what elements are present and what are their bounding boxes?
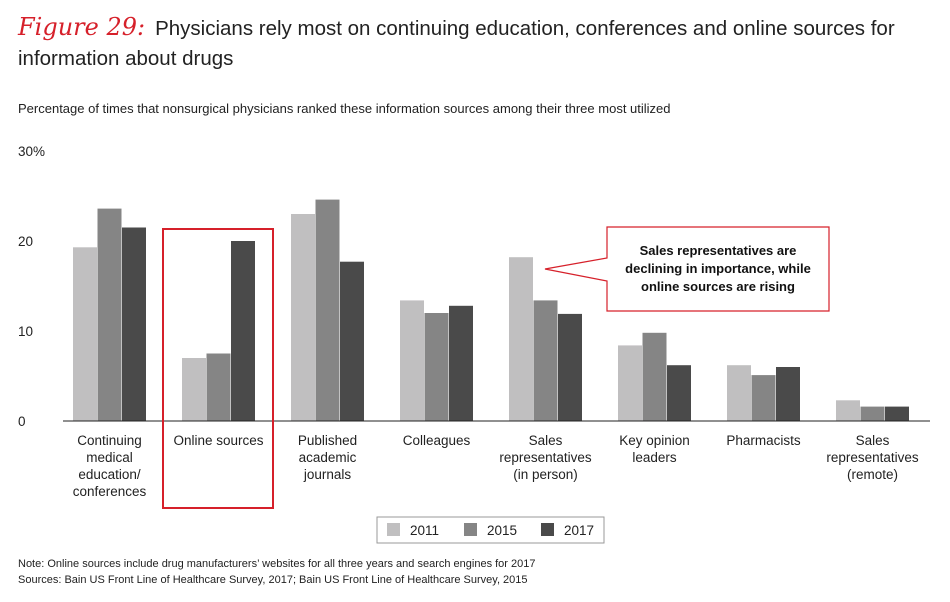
chart-title: Figure 29: Physicians rely most on contin… — [18, 12, 938, 74]
callout-box — [544, 226, 830, 312]
bar-2015 — [424, 313, 449, 421]
x-tick-label: Published — [298, 433, 357, 448]
bar-2017 — [558, 313, 582, 421]
footnote: Note: Online sources include drug manufa… — [18, 558, 536, 570]
x-tick-label: Sales — [856, 433, 890, 448]
x-tick-label: Continuing — [77, 433, 142, 448]
figure-label: Figure 29: — [18, 13, 146, 41]
x-tick-label: conferences — [73, 484, 147, 499]
legend-label-2015: 2015 — [487, 523, 517, 538]
x-tick-label: Pharmacists — [726, 433, 801, 448]
legend-swatch-2017 — [541, 523, 554, 536]
bar-2015 — [206, 353, 231, 421]
highlight-box — [162, 228, 274, 509]
x-tick-label: (in person) — [513, 467, 578, 482]
bar-2011 — [727, 365, 751, 421]
bar-2011 — [73, 247, 97, 421]
x-tick-label: representatives — [826, 450, 919, 465]
y-tick-label: 20 — [18, 234, 33, 249]
x-tick-label: medical — [86, 450, 133, 465]
bar-2011 — [836, 400, 860, 421]
bar-2015 — [315, 199, 340, 421]
bar-2017 — [667, 365, 691, 421]
bar-2015 — [97, 208, 122, 421]
bar-2011 — [509, 257, 533, 421]
x-tick-label: leaders — [632, 450, 677, 465]
x-tick-label: Online sources — [173, 433, 263, 448]
bar-2015 — [533, 300, 558, 421]
chart-subtitle: Percentage of times that nonsurgical phy… — [18, 101, 671, 116]
legend-label-2017: 2017 — [564, 523, 594, 538]
x-tick-label: representatives — [499, 450, 592, 465]
bar-2017 — [885, 406, 909, 421]
bar-2015 — [751, 375, 776, 421]
bar-2017 — [449, 305, 473, 421]
bar-2017 — [122, 227, 146, 421]
legend-box — [376, 516, 605, 544]
x-tick-label: academic — [299, 450, 357, 465]
bar-2011 — [400, 300, 424, 421]
x-tick-label: Key opinion — [619, 433, 690, 448]
bar-2017 — [231, 241, 255, 421]
legend-label-2011: 2011 — [410, 523, 439, 538]
y-tick-label: 0 — [18, 414, 26, 429]
bar-2017 — [340, 261, 364, 421]
x-tick-label: Sales — [529, 433, 563, 448]
y-tick-label: 30% — [18, 144, 45, 159]
y-tick-label: 10 — [18, 324, 33, 339]
bar-2011 — [291, 214, 315, 421]
bar-2015 — [642, 332, 667, 421]
figure-title-text: Physicians rely most on continuing educa… — [18, 17, 895, 70]
x-tick-label: education/ — [78, 467, 141, 482]
x-tick-label: Colleagues — [403, 433, 471, 448]
x-tick-label: (remote) — [847, 467, 898, 482]
bar-2011 — [182, 358, 206, 421]
sources: Sources: Bain US Front Line of Healthcar… — [18, 574, 528, 586]
x-tick-label: journals — [303, 467, 352, 482]
bar-2017 — [776, 367, 800, 421]
callout-text: Sales representatives are declining in i… — [625, 243, 811, 294]
bar-2015 — [860, 406, 885, 421]
legend-swatch-2011 — [387, 523, 400, 536]
legend-swatch-2015 — [464, 523, 477, 536]
bar-2011 — [618, 345, 642, 421]
